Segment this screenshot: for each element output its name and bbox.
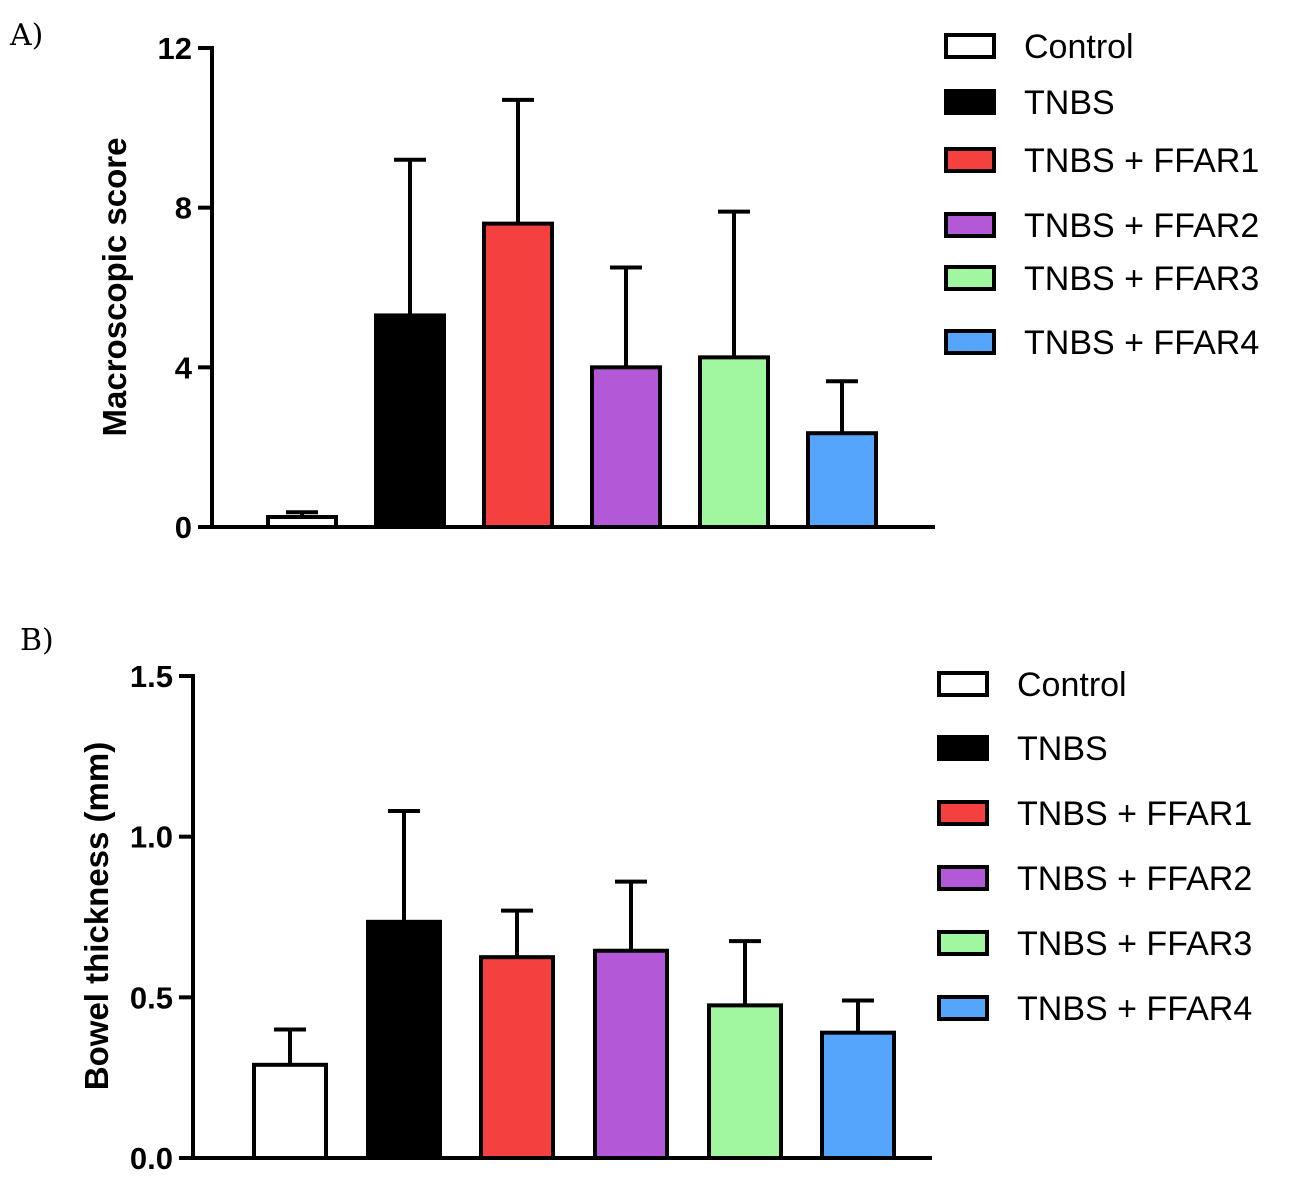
panel-a-legend-swatch-4 [944,212,996,238]
panel-b-legend-swatch-1 [937,671,989,697]
panel-b-bowel-thickness-chart: B) Bowel thickness (mm) 0.0 0.5 1.0 1.5 Con… [20,623,1252,1176]
panel-b-bar-3 [479,955,555,1161]
panel-b-legend-swatch-2 [937,735,989,761]
panel-a-label: A) [9,18,43,53]
panel-b-y-tick-label-1: 0.0 [130,1141,173,1176]
panel-b-legend-label-4: TNBS + FFAR2 [1017,860,1252,898]
panel-b-bar-4 [593,948,669,1160]
panel-b-legend-label-5: TNBS + FFAR3 [1017,925,1252,963]
panel-b-plot-area: 0.0 0.5 1.0 1.5 [130,659,932,1176]
panel-a-y-axis-label: Macroscopic score [96,138,133,437]
panel-b-bar-5 [707,1003,783,1160]
panel-b-label: B) [20,623,54,658]
panel-a-bar-6 [806,431,878,529]
panel-a-y-tick-label-3: 8 [175,191,192,226]
panel-a-legend-label-1: Control [1024,28,1134,66]
panel-b-legend-label-3: TNBS + FFAR1 [1017,795,1252,833]
panel-a-legend-swatch-5 [944,265,996,291]
panel-a-legend-swatch-1 [944,33,996,59]
panel-a-legend-label-2: TNBS [1024,84,1115,122]
panel-a-bar-4 [590,365,662,530]
panel-a-legend-label-3: TNBS + FFAR1 [1024,142,1259,180]
panel-b-legend-label-2: TNBS [1017,730,1108,768]
panel-a-plot-area: 0 4 8 12 [158,31,935,545]
panel-b-y-tick-label-3: 1.0 [130,820,173,855]
panel-a-legend-label-6: TNBS + FFAR4 [1024,324,1259,362]
panel-b-legend-swatch-6 [937,995,989,1021]
panel-b-y-tick-label-4: 1.5 [130,659,173,694]
panel-b-bar-1 [252,1062,328,1161]
panel-b-legend-swatch-4 [937,865,989,891]
panel-b-legend-label-1: Control [1017,666,1127,704]
panel-b-y-tick-label-2: 0.5 [130,980,173,1015]
panel-a-y-tick-label-1: 0 [175,510,192,545]
panel-b-legend-swatch-3 [937,800,989,826]
panel-a-macroscopic-score-chart: A) Macroscopic score 0 4 8 12 Control TNBS TN… [9,18,1259,545]
panel-b-y-axis-label: Bowel thickness (mm) [78,742,115,1090]
panel-a-legend-label-5: TNBS + FFAR3 [1024,260,1259,298]
panel-b-legend-swatch-5 [937,930,989,956]
panel-a-bar-3 [482,221,554,529]
panel-a-bar-5 [698,355,770,529]
panel-b-bar-6 [820,1030,896,1161]
panel-a-legend-swatch-6 [944,329,996,355]
panel-a-legend: Control TNBS TNBS + FFAR1 TNBS + FFAR2 TNBS … [944,28,1259,362]
panel-a-legend-swatch-3 [944,147,996,173]
panel-b-legend: Control TNBS TNBS + FFAR1 TNBS + FFAR2 TNBS … [937,666,1252,1028]
panel-a-y-tick-label-4: 12 [158,31,192,66]
panel-a-y-tick-label-2: 4 [175,350,193,385]
panel-b-bar-2 [366,919,442,1160]
panel-a-legend-label-4: TNBS + FFAR2 [1024,207,1259,245]
panel-a-legend-swatch-2 [944,89,996,115]
panel-b-legend-label-6: TNBS + FFAR4 [1017,990,1252,1028]
panel-a-bar-2 [374,313,446,530]
